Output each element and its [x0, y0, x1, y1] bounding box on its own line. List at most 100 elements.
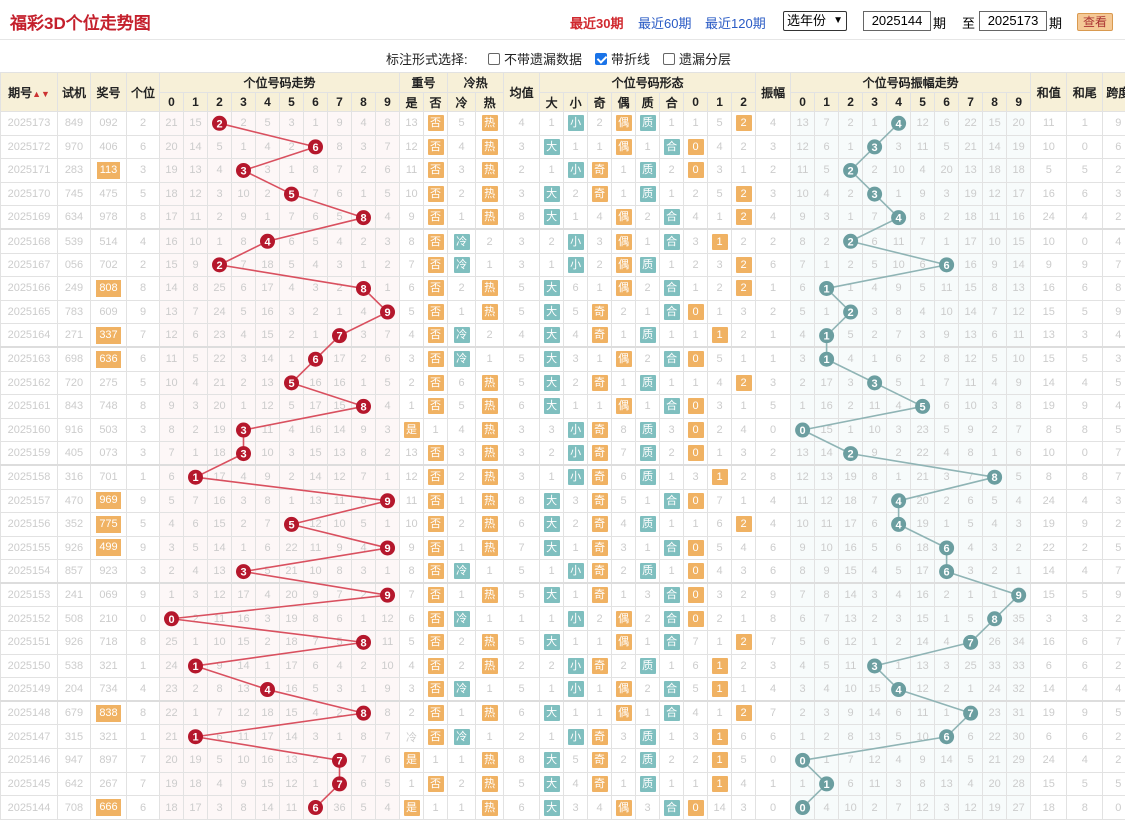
trend-cell-0: 13: [159, 299, 184, 325]
badge: 合: [663, 705, 680, 722]
table-row: 2025162 720 275 5 10 4 21 2 13 16 16 1 5 2 否 6 热 5 大 2 奇 1 质 1 1…: [0, 370, 1125, 396]
year-select[interactable]: 选年份 ▼: [783, 11, 847, 31]
hotcold-cell: 热: [475, 748, 505, 773]
table-row: 2025145 642 267 7 19 18 4 9 15 12 1 6 5 1 否 2 热 5 大 4 奇 1 质 1 1 1…: [0, 771, 1125, 797]
amp-trend-cell-8: 33: [982, 653, 1008, 679]
checkbox-icon[interactable]: [488, 52, 500, 65]
badge: 小: [567, 469, 584, 486]
trend-cell-8: 1: [351, 677, 376, 702]
period-120-link[interactable]: 最近120期: [705, 16, 766, 31]
badge: 否: [427, 233, 444, 250]
mod-cell: 1: [731, 346, 757, 372]
repeat-cell: 否: [423, 111, 449, 136]
primecomp-cell: 质: [635, 181, 661, 207]
option-layer[interactable]: 遗漏分层: [663, 49, 731, 68]
checkbox-icon[interactable]: [663, 52, 675, 65]
to-issue-input[interactable]: 2025173: [979, 11, 1047, 31]
amp-trend-cell-5: 11: [910, 134, 936, 160]
sort-icon[interactable]: ▲▼: [32, 88, 50, 99]
shape-header: 质: [635, 92, 661, 112]
oddeven-cell: 奇: [587, 299, 613, 325]
hotcold-cell: 3: [447, 441, 477, 466]
amp-trend-cell-1: 3: [814, 700, 840, 726]
issue-cell: 2025157: [0, 488, 58, 514]
hotcold-cell: 2: [447, 771, 477, 797]
period-30-link[interactable]: 最近30期: [570, 16, 624, 31]
amp-trend-cell-3: [862, 370, 888, 396]
span-cell: 2: [1102, 205, 1125, 230]
badge: 合: [663, 492, 680, 509]
amp-trend-cell-7: [958, 700, 984, 726]
primecomp-cell: 1: [635, 134, 661, 160]
amp-trend-cell-8: 1: [982, 582, 1008, 608]
amp-trend-cell-9: 5: [1006, 464, 1032, 490]
option-no-miss[interactable]: 不带遗漏数据: [488, 49, 582, 68]
trend-cell-2: 2: [207, 205, 232, 230]
hotcold-cell: 冷: [447, 606, 477, 632]
avg-cell: 5: [503, 276, 541, 301]
repeat-cell: 3: [399, 677, 425, 702]
mod-cell: 1: [707, 700, 733, 726]
trend-cell-6: 4: [303, 700, 328, 726]
amp-trend-cell-3: 15: [862, 677, 888, 702]
amp-trend-cell-5: [910, 394, 936, 419]
badge: 0: [687, 422, 704, 439]
bigsmall-cell: 3: [563, 795, 589, 820]
issue-cell: 2025162: [0, 370, 58, 396]
repeat-cell: 否: [423, 724, 449, 750]
badge: 大: [543, 374, 560, 391]
bigsmall-cell: 大: [539, 771, 565, 797]
hotcold-cell: 4: [447, 134, 477, 160]
col-issue[interactable]: 期号▲▼: [0, 72, 58, 112]
badge: 质: [639, 752, 656, 769]
amp-trend-cell-5: 20: [910, 488, 936, 514]
oddeven-cell: 1: [587, 700, 613, 726]
prize-cell: 069: [90, 582, 127, 608]
repeat-cell: 12: [399, 464, 425, 490]
primecomp-cell: 2: [659, 158, 685, 183]
col-span: 跨度: [1102, 72, 1125, 112]
trend-cell-1: 10: [183, 228, 208, 254]
span-cell: 4: [1102, 677, 1125, 702]
mod-cell: 2: [731, 512, 757, 537]
span-cell: 7: [1102, 559, 1125, 584]
trend-cell-6: 8: [303, 158, 328, 183]
checkbox-checked-icon[interactable]: [595, 52, 607, 65]
trend-cell-7: 17: [327, 346, 352, 372]
option-label: 标注形式选择:: [386, 52, 468, 67]
bigsmall-cell: 大: [539, 394, 565, 419]
bigsmall-cell: 1: [539, 252, 565, 278]
amp-trend-cell-0: 5: [790, 630, 816, 655]
trend-cell-4: 9: [255, 464, 280, 490]
option-line[interactable]: 带折线: [595, 49, 650, 68]
badge: 热: [481, 209, 498, 226]
mod-cell: 4: [707, 370, 733, 396]
period-60-link[interactable]: 最近60期: [638, 16, 692, 31]
trend-cell-9: 8: [374, 111, 401, 136]
mod-cell: 4: [731, 535, 757, 561]
trend-cell-0: 18: [159, 181, 184, 207]
trend-cell-6: 1: [303, 111, 328, 136]
trend-cell-3: 12: [231, 700, 256, 726]
trend-cell-1: 9: [183, 252, 208, 278]
badge: 奇: [591, 445, 608, 462]
prize-cell: 838: [90, 700, 127, 726]
repeat-cell: 1: [399, 394, 425, 419]
sum-cell: 15: [1030, 299, 1068, 325]
trend-cell-8: 7: [351, 464, 376, 490]
from-issue-input[interactable]: 2025144: [863, 11, 931, 31]
amp-trend-cell-9: 15: [1006, 228, 1032, 254]
badge: 否: [427, 186, 444, 203]
tail-cell: 9: [1066, 700, 1104, 726]
unit-cell: 2: [126, 111, 160, 136]
trend-cell-9: 7: [374, 724, 401, 750]
trend-cell-0: 22: [159, 700, 184, 726]
repeat-cell: 否: [423, 394, 449, 419]
query-button[interactable]: 查看: [1077, 13, 1113, 31]
amp-trend-cell-3: 7: [862, 205, 888, 230]
trend-digit-header: 1: [183, 92, 208, 112]
amp-trend-cell-2: 4: [838, 346, 864, 372]
mod-cell: 2: [683, 748, 709, 773]
trend-cell-5: 4: [279, 417, 304, 443]
badge: 奇: [591, 374, 608, 391]
